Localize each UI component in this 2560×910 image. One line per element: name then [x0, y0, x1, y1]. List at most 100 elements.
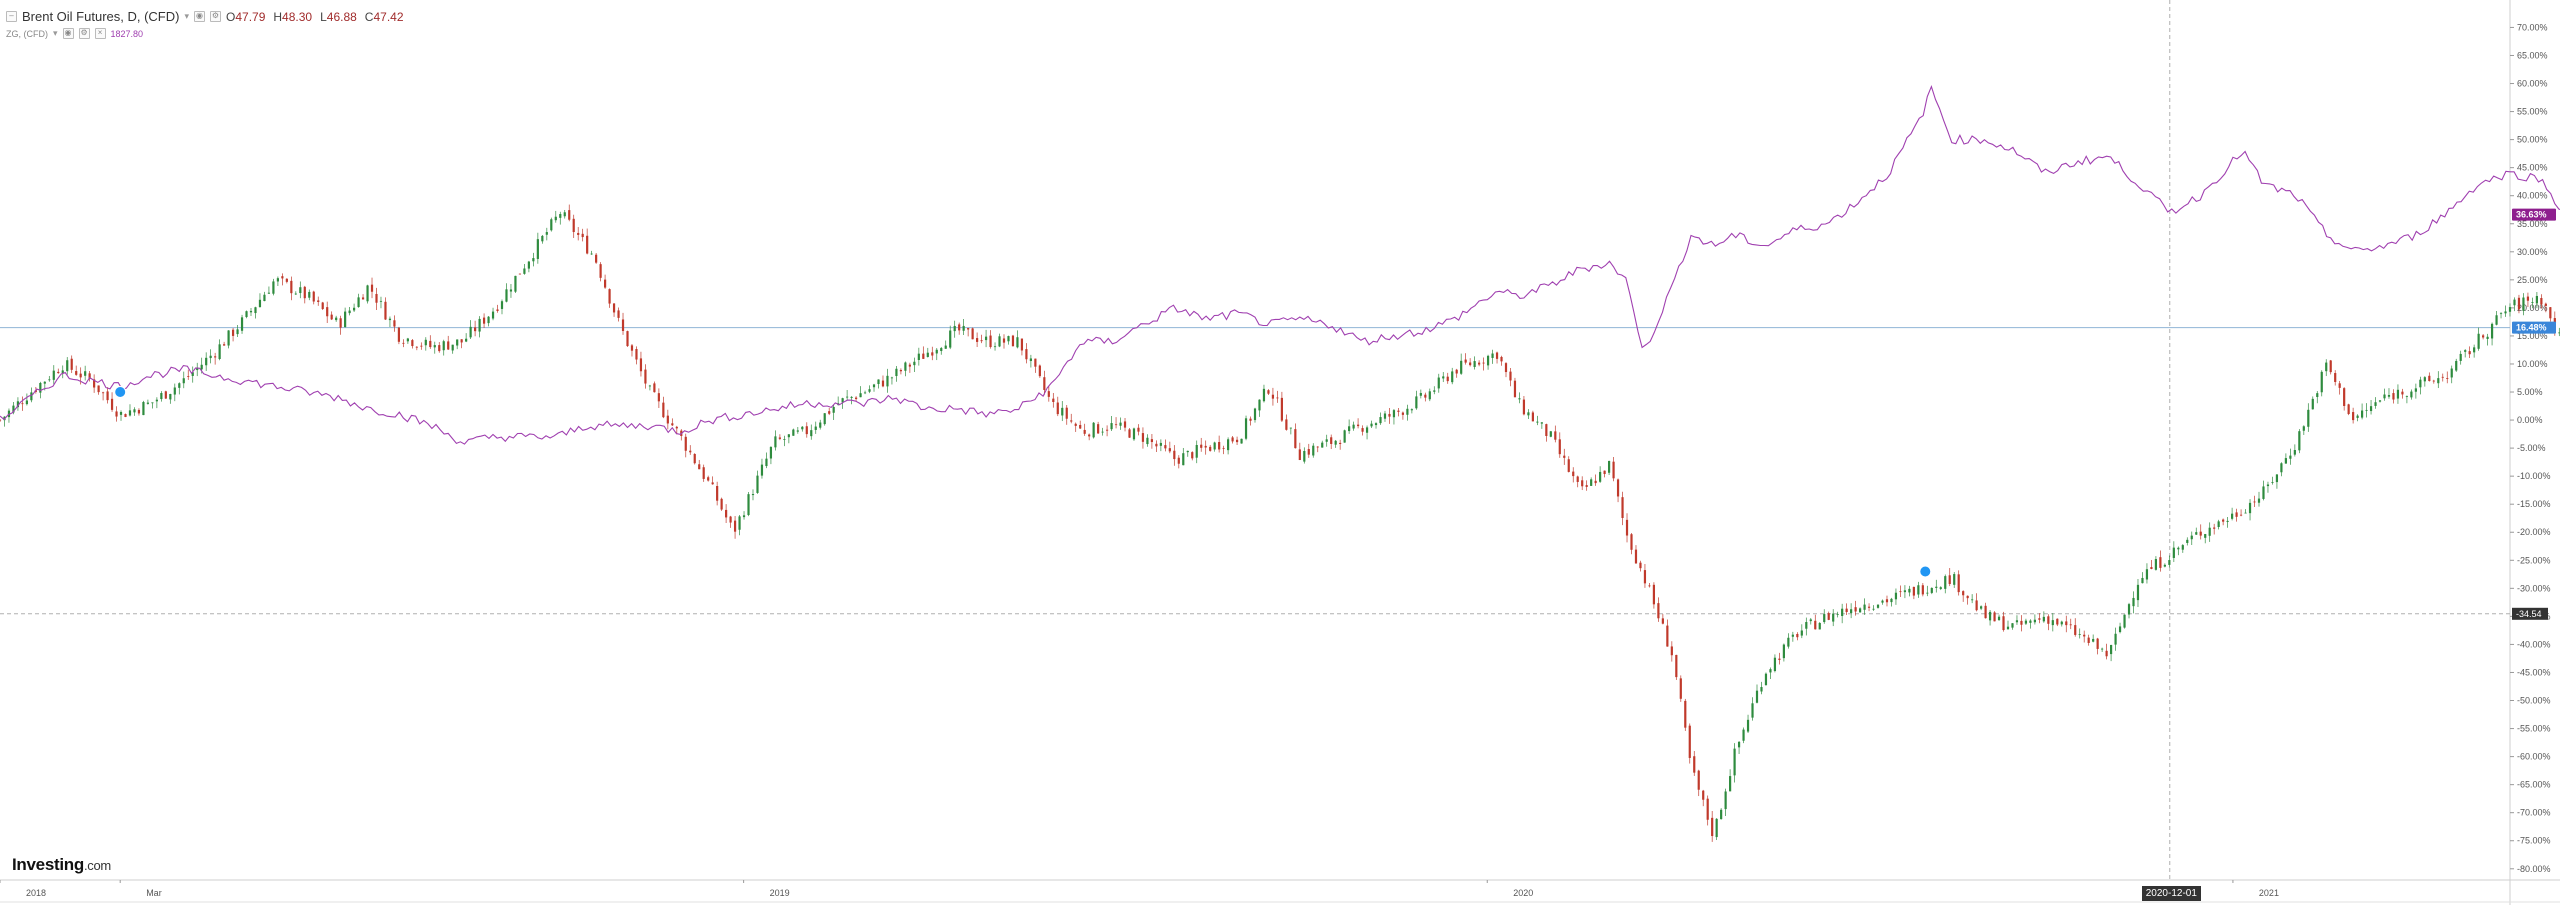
candle-body [1841, 608, 1844, 617]
settings-icon[interactable]: ⚙ [210, 11, 221, 22]
candle-body [1186, 450, 1189, 453]
candle-body [1513, 380, 1517, 398]
candle-body [1894, 592, 1898, 600]
candle-body [2428, 375, 2431, 382]
comparison-menu-chevron-icon[interactable]: ▾ [53, 28, 58, 38]
candle-body [209, 355, 212, 359]
candle-body [1509, 371, 1512, 381]
candle-body [1361, 428, 1364, 432]
candle-body [2334, 373, 2337, 382]
candle-body [2508, 307, 2512, 312]
candle-body [2486, 336, 2489, 339]
candle-body [1150, 439, 1154, 443]
candle-body [2437, 378, 2440, 384]
candle-body [128, 410, 132, 416]
candle-body [2051, 620, 2054, 626]
candle-body [2181, 545, 2184, 550]
comparison-visibility-icon[interactable]: ◉ [62, 28, 74, 39]
comparison-symbol[interactable]: ZG, (CFD) [6, 28, 48, 39]
candle-body [1576, 476, 1579, 482]
candle-body [1244, 418, 1248, 439]
candle-body [2401, 391, 2404, 395]
y-tick-label: -45.00% [2517, 667, 2551, 677]
candle-body [1146, 437, 1149, 445]
event-marker-icon[interactable] [1919, 565, 1932, 578]
candle-body [447, 341, 450, 350]
candle-body [2226, 520, 2229, 522]
candle-body [1204, 445, 1207, 448]
candle-body [151, 402, 154, 404]
event-marker-icon[interactable] [114, 386, 127, 399]
y-tick-label: 15.00% [2517, 331, 2548, 341]
candle-body [2132, 597, 2135, 607]
candle-body [1486, 355, 1490, 366]
comparison-remove-icon[interactable]: × [94, 28, 106, 39]
visibility-icon[interactable]: ◉ [194, 11, 205, 22]
candle-body [1800, 630, 1803, 636]
candle-body [1908, 588, 1911, 593]
y-tick-label: -55.00% [2517, 724, 2551, 734]
candle-body [2307, 409, 2310, 427]
candle-body [25, 400, 28, 405]
ohlc-value-o: 47.79 [235, 10, 266, 24]
candle-body [545, 232, 548, 235]
candle-body [1599, 471, 1602, 482]
candle-body [1607, 460, 1611, 473]
y-tick-label: -10.00% [2517, 471, 2551, 481]
candle-body [1527, 412, 1530, 416]
ohlc-label-h: H [273, 10, 283, 24]
candle-body [438, 345, 441, 352]
candle-body [1307, 449, 1310, 455]
y-tick-label: -80.00% [2517, 864, 2551, 874]
candle-body [339, 318, 342, 328]
candle-body [514, 275, 517, 292]
candle-body [1697, 770, 1700, 790]
candle-body [106, 391, 109, 401]
candle-body [1034, 358, 1037, 367]
candle-body [1052, 398, 1055, 403]
comparison-settings-icon[interactable]: ⚙ [78, 28, 90, 39]
candle-body [285, 278, 288, 282]
candle-body [2441, 376, 2444, 378]
collapse-legend-icon[interactable]: – [6, 11, 17, 22]
candle-body [155, 399, 158, 402]
candle-body [2369, 406, 2373, 412]
candle-body [1235, 439, 1239, 443]
candle-body [698, 464, 701, 470]
candle-body [1832, 613, 1835, 622]
y-tick-label: -40.00% [2517, 639, 2551, 649]
candle-body [48, 379, 51, 381]
candle-body [1805, 622, 1808, 629]
candle-body [276, 278, 279, 282]
candle-body [1836, 614, 1839, 615]
candle-body [2208, 527, 2211, 536]
y-tick-label: 25.00% [2517, 275, 2548, 285]
candle-body [1643, 570, 1647, 584]
candle-body [1782, 644, 1785, 659]
candle-body [1227, 439, 1230, 451]
candle-body [93, 379, 96, 388]
candle-body [1720, 809, 1723, 820]
y-tick-label: -20.00% [2517, 527, 2551, 537]
candle-body [922, 353, 925, 359]
candle-body [1092, 422, 1095, 438]
candle-body [1706, 798, 1709, 820]
candle-body [2356, 415, 2359, 418]
candle-body [550, 219, 553, 231]
ohlc-label-o: O [226, 10, 236, 24]
candle-body [971, 328, 974, 340]
candle-body [1997, 616, 2001, 620]
symbol-title[interactable]: Brent Oil Futures, D, (CFD) [22, 9, 180, 24]
candle-body [1173, 450, 1176, 460]
candle-body [2414, 388, 2417, 392]
candle-body [1325, 439, 1328, 442]
comparison-legend: ZG, (CFD) ▾ ◉ ⚙ × 1827.80 [6, 28, 143, 39]
candle-body [2284, 458, 2287, 464]
candle-body [1285, 419, 1288, 430]
symbol-menu-chevron-icon[interactable]: ▾ [184, 11, 189, 21]
investing-logo: Investing.com [12, 855, 111, 875]
candle-body [442, 341, 445, 351]
candle-body [1374, 423, 1378, 426]
